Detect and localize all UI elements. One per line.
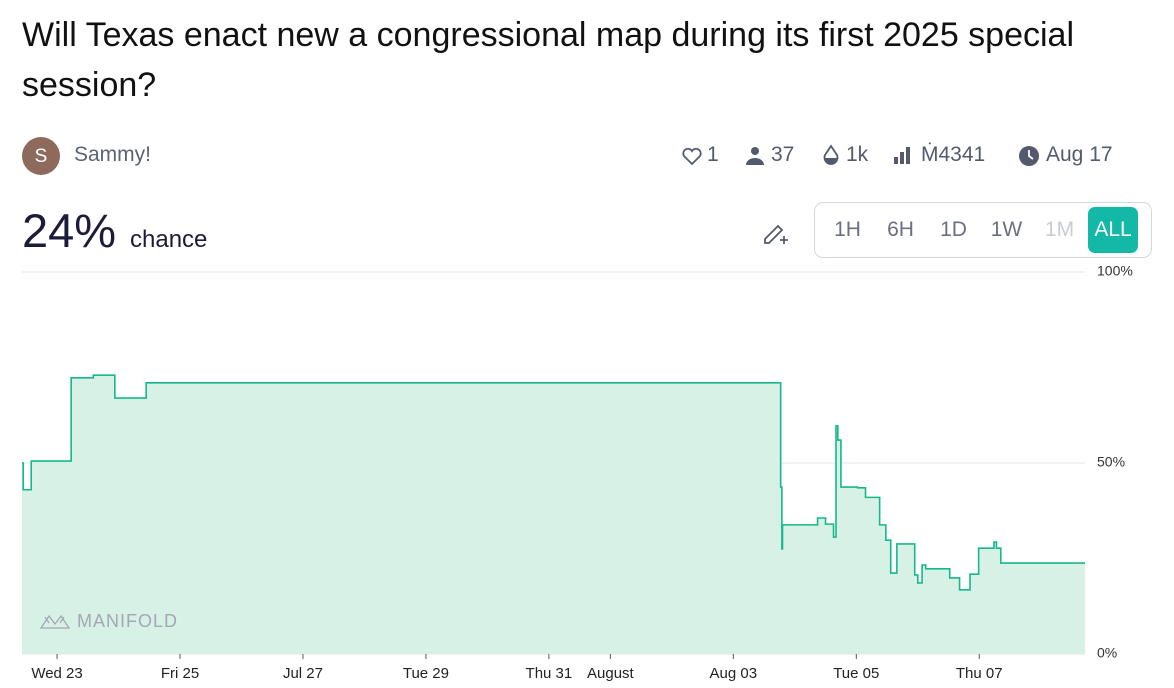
bar-icon — [906, 147, 910, 164]
time-range-selector: 1H 6H 1D 1W 1M ALL — [814, 202, 1152, 258]
avatar-letter: S — [35, 146, 48, 167]
y-tick-label: 0% — [1097, 645, 1117, 661]
watermark-logo — [39, 614, 71, 629]
y-tick-label: 100% — [1097, 263, 1133, 279]
area — [22, 375, 1085, 654]
range-button[interactable]: 1H — [834, 218, 861, 241]
bar-icon — [900, 152, 904, 164]
pencil-icon[interactable] — [764, 224, 788, 244]
x-tick-label: Thu 31 — [526, 665, 573, 682]
x-tick-label: August — [587, 665, 635, 682]
x-tick-label: Fri 25 — [161, 665, 199, 682]
y-tick-label: 50% — [1097, 454, 1125, 470]
person-icon — [751, 147, 759, 155]
market-title: Will Texas enact new a congressional map… — [22, 16, 1075, 104]
traders[interactable]: 37 — [771, 143, 795, 166]
likes[interactable]: 1 — [707, 143, 719, 166]
line — [22, 374, 1085, 591]
x-tick-label: Tue 29 — [403, 665, 449, 682]
bar-icon — [894, 157, 898, 164]
x-tick-label: Aug 03 — [710, 665, 758, 682]
watermark: MANIFOLD — [77, 611, 178, 631]
stat-icons — [682, 144, 1039, 244]
probability-label: chance — [130, 226, 208, 253]
range-button[interactable]: 1W — [990, 218, 1023, 241]
x-tick-label: Wed 23 — [31, 665, 82, 682]
person-icon-body — [746, 158, 764, 165]
x-tick-label: Jul 27 — [283, 665, 323, 682]
droplet-fill — [825, 158, 837, 164]
chart: 0% 50% 100% Wed 23 Fri 25 Jul 27 Tue 29 Thu 31 A… — [22, 263, 1133, 682]
x-tick-label: Tue 05 — [833, 665, 879, 682]
range-button: 1M — [1044, 218, 1075, 241]
close-date[interactable]: Aug 17 — [1046, 143, 1113, 166]
range-button[interactable]: ALL — [1088, 207, 1138, 253]
range-button[interactable]: 6H — [887, 218, 914, 241]
clock-hands — [1028, 150, 1034, 160]
x-tick-label: Thu 07 — [956, 665, 1003, 682]
probability: 24% — [22, 204, 117, 257]
range-button[interactable]: 1D — [940, 218, 967, 241]
volume[interactable]: Ṁ4341 — [921, 143, 986, 166]
heart-icon — [682, 147, 702, 166]
avatar[interactable] — [22, 137, 60, 175]
liquidity[interactable]: 1k — [846, 143, 869, 166]
author-name[interactable]: Sammy! — [74, 143, 152, 166]
